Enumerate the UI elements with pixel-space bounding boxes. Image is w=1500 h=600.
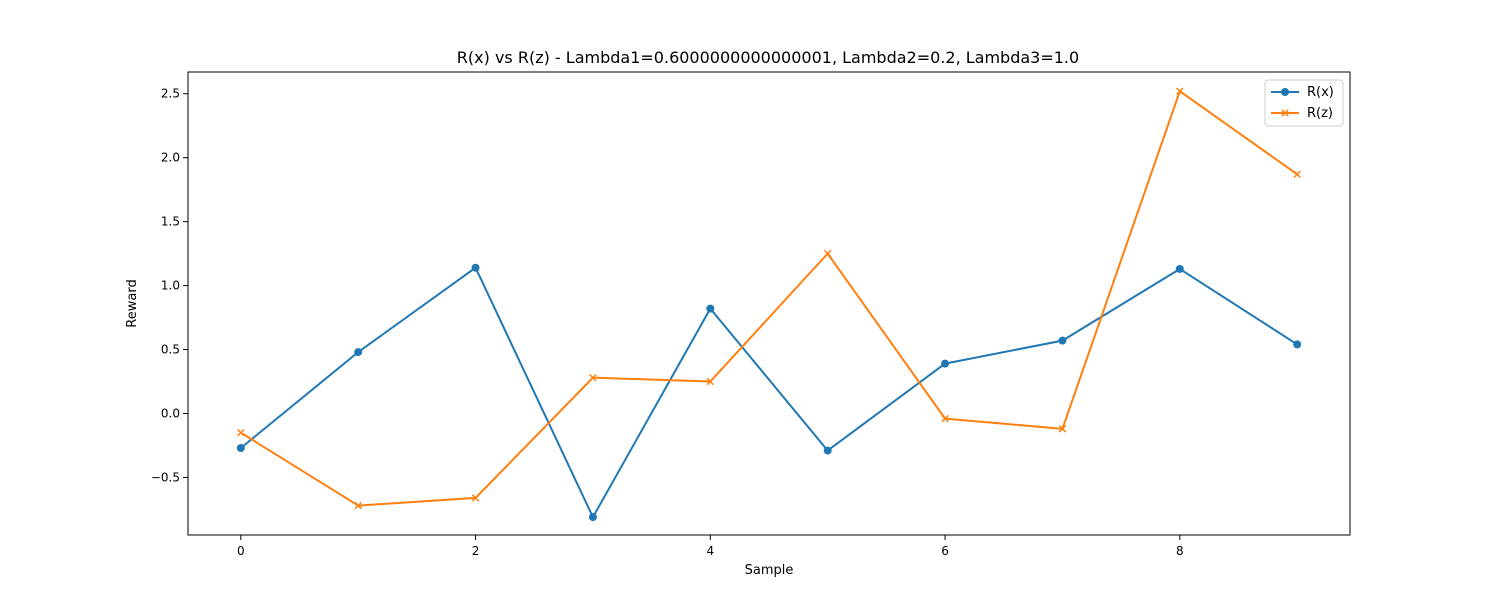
- data-point: [1058, 425, 1067, 433]
- y-axis: −0.5 0.0 0.5 1.0 1.5 2.0 2.5: [151, 87, 188, 484]
- plot-area: [187, 71, 1351, 536]
- series-line: [240, 90, 1298, 507]
- x-tick-label: 6: [941, 544, 949, 558]
- data-point: [706, 304, 715, 313]
- y-tick-label: 2.5: [161, 87, 180, 101]
- legend-marker: [1281, 109, 1289, 117]
- y-tick-label: −0.5: [151, 470, 180, 484]
- data-point: [823, 249, 832, 258]
- x-tick-label: 8: [1176, 544, 1184, 558]
- data-point: [706, 377, 715, 386]
- series-2: [237, 87, 1301, 510]
- data-point: [589, 373, 597, 382]
- y-tick-label: 1.0: [161, 279, 180, 293]
- legend-marker: [1281, 88, 1289, 96]
- legend-label: R(z): [1307, 106, 1333, 121]
- y-tick-label: 0.0: [161, 406, 180, 420]
- legend-entry: R(z): [1271, 106, 1333, 121]
- legend-label: R(x): [1307, 85, 1334, 100]
- data-point: [941, 359, 950, 368]
- data-point: [237, 428, 245, 437]
- data-point: [354, 348, 363, 357]
- data-point: [941, 414, 949, 423]
- data-point: [1293, 340, 1302, 349]
- plot-frame: [187, 71, 1351, 536]
- legend-entry: R(x): [1271, 85, 1334, 100]
- data-point: [823, 446, 832, 455]
- data-point: [471, 263, 480, 272]
- y-tick-label: 0.5: [161, 343, 180, 357]
- data-point: [1058, 336, 1067, 345]
- chart-title: R(x) vs R(z) - Lambda1=0.600000000000000…: [457, 48, 1079, 67]
- data-point: [1176, 87, 1184, 95]
- data-point: [1293, 170, 1301, 179]
- x-axis-title: Sample: [745, 563, 794, 578]
- series-1: [236, 263, 1302, 522]
- data-point: [588, 513, 597, 522]
- data-point: [354, 501, 362, 510]
- x-tick-label: 4: [706, 544, 714, 558]
- data-point: [471, 494, 480, 502]
- x-axis: 0 2 4 6 8: [237, 535, 1184, 558]
- y-axis-title: Reward: [125, 279, 140, 327]
- x-tick-label: 2: [472, 544, 480, 558]
- x-tick-label: 0: [237, 544, 245, 558]
- y-tick-label: 2.0: [161, 151, 180, 165]
- y-tick-label: 1.5: [161, 215, 180, 229]
- legend: R(x) R(z): [1264, 79, 1344, 127]
- data-point: [236, 444, 245, 453]
- data-point: [1175, 264, 1184, 273]
- series-line: [240, 266, 1298, 519]
- series-layer: [236, 87, 1302, 522]
